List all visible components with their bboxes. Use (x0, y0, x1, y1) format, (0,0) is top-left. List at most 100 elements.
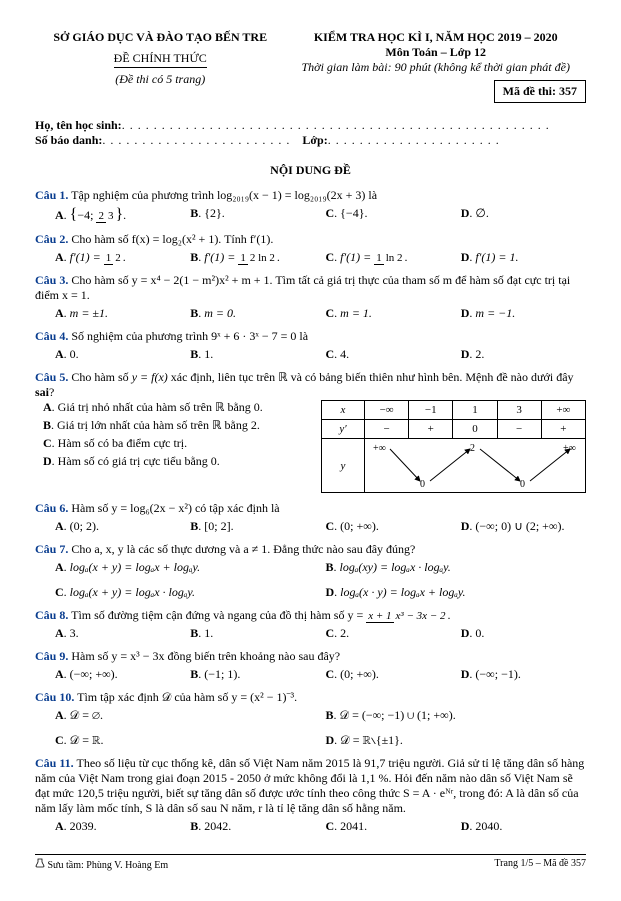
q2-text: Cho hàm số f(x) = log₂(x² + 1). Tính f′(… (71, 232, 273, 246)
q8-C: C. 2. (326, 626, 451, 641)
q7-D: D. logₐ(x · y) = logₐx + logₐy. (326, 585, 587, 600)
table-row-x: x −∞ −1 1 3 +∞ (322, 401, 586, 420)
q4-B: B. 1. (190, 347, 315, 362)
q6-text: Hàm số y = log₆(2x − x²) có tập xác định… (71, 501, 279, 515)
q7-A: A. logₐ(x + y) = logₐx + logₐy. (55, 560, 316, 575)
q4-D: D. 2. (461, 347, 586, 362)
q1-label: Câu 1. (35, 188, 68, 202)
question-11: Câu 11. Theo số liệu từ cục thống kê, dâ… (35, 756, 586, 834)
student-id-line: Số báo danh:. . . . . . . . . . . . . . … (35, 133, 586, 148)
q3-text: Cho hàm số y = x⁴ − 2(1 − m²)x² + m + 1.… (35, 273, 570, 302)
official-label: ĐỀ CHÍNH THỨC (35, 51, 285, 68)
department-name: SỞ GIÁO DỤC VÀ ĐÀO TẠO BẾN TRE (35, 30, 285, 45)
q11-A: A. 2039. (55, 819, 180, 834)
q10-A: A. 𝒟 = ∅. (55, 708, 316, 723)
svg-text:0: 0 (520, 479, 525, 490)
q5-B: B. Giá trị lớn nhất của hàm số trên ℝ bằ… (55, 418, 306, 433)
question-10: Câu 10. Tìm tập xác định 𝒟 của hàm số y … (35, 690, 586, 748)
q8-D: D. 0. (461, 626, 586, 641)
q7-B: B. logₐ(xy) = logₐx · logₐy. (326, 560, 587, 575)
table-row-yprime: y′ − + 0 − + (322, 420, 586, 439)
q8-text: Tìm số đường tiệm cận đứng và ngang của … (71, 608, 450, 622)
q9-label: Câu 9. (35, 649, 68, 663)
q2-A: A. f′(1) = 12. (55, 250, 180, 265)
q1-D: D. ∅. (461, 206, 586, 224)
q11-D: D. 2040. (461, 819, 586, 834)
q8-A: A. 3. (55, 626, 180, 641)
q2-D: D. f′(1) = 1. (461, 250, 586, 265)
q10-text: Tìm tập xác định 𝒟 của hàm số y = (x² − … (77, 690, 297, 704)
variation-table: x −∞ −1 1 3 +∞ y′ − + 0 − + y +∞ (321, 400, 586, 493)
q8-label: Câu 8. (35, 608, 68, 622)
q5-D: D. Hàm số có giá trị cực tiểu bằng 0. (55, 454, 306, 469)
svg-text:0: 0 (420, 479, 425, 490)
q1-C: C. {−4}. (326, 206, 451, 224)
q3-B: B. m = 0. (190, 306, 315, 321)
q11-B: B. 2042. (190, 819, 315, 834)
beaker-icon (35, 860, 48, 871)
q4-options: A. 0. B. 1. C. 4. D. 2. (55, 347, 586, 362)
q2-B: B. f′(1) = 12 ln 2. (190, 250, 315, 265)
q6-D: D. (−∞; 0) ∪ (2; +∞). (461, 519, 586, 534)
q5-A: A. Giá trị nhỏ nhất của hàm số trên ℝ bằ… (55, 400, 306, 415)
q10-label: Câu 10. (35, 690, 74, 704)
q4-A: A. 0. (55, 347, 180, 362)
q10-C: C. 𝒟 = ℝ. (55, 733, 316, 748)
exam-duration: Thời gian làm bài: 90 phút (không kể thờ… (285, 60, 586, 75)
q7-C: C. logₐ(x + y) = logₐx · logₐy. (55, 585, 316, 600)
q1-text: Tập nghiệm của phương trình log₂₀₁₉(x − … (71, 188, 377, 202)
q10-options: A. 𝒟 = ∅. B. 𝒟 = (−∞; −1) ∪ (1; +∞). C. … (55, 708, 586, 748)
q1-options: A. {−4; 23}. B. {2}. C. {−4}. D. ∅. (55, 206, 586, 224)
footer-page: Trang 1/5 – Mã đề 357 (494, 858, 586, 871)
question-7: Câu 7. Cho a, x, y là các số thực dương … (35, 542, 586, 600)
question-2: Câu 2. Cho hàm số f(x) = log₂(x² + 1). T… (35, 232, 586, 265)
pages-note: (Đề thi có 5 trang) (35, 72, 285, 87)
question-1: Câu 1. Tập nghiệm của phương trình log₂₀… (35, 188, 586, 224)
content-title: NỘI DUNG ĐỀ (35, 163, 586, 178)
q3-label: Câu 3. (35, 273, 68, 287)
q3-D: D. m = −1. (461, 306, 586, 321)
exam-title: KIỂM TRA HỌC KÌ I, NĂM HỌC 2019 – 2020 (285, 30, 586, 45)
q11-text: Theo số liệu từ cục thống kê, dân số Việ… (35, 756, 584, 815)
table-row-y: y +∞ 0 2 0 +∞ (322, 439, 586, 493)
q9-options: A. (−∞; +∞). B. (−1; 1). C. (0; +∞). D. … (55, 667, 586, 682)
q7-text: Cho a, x, y là các số thực dương và a ≠ … (71, 542, 415, 556)
q4-C: C. 4. (326, 347, 451, 362)
q6-A: A. (0; 2). (55, 519, 180, 534)
q7-label: Câu 7. (35, 542, 68, 556)
question-9: Câu 9. Hàm số y = x³ − 3x đồng biến trên… (35, 649, 586, 682)
q2-options: A. f′(1) = 12. B. f′(1) = 12 ln 2. C. f′… (55, 250, 586, 265)
exam-subject: Môn Toán – Lớp 12 (285, 45, 586, 60)
q9-A: A. (−∞; +∞). (55, 667, 180, 682)
q5-body: A. Giá trị nhỏ nhất của hàm số trên ℝ bằ… (35, 400, 586, 493)
q5-options: A. Giá trị nhỏ nhất của hàm số trên ℝ bằ… (35, 400, 306, 472)
q2-C: C. f′(1) = 1ln 2. (326, 250, 451, 265)
svg-text:+∞: +∞ (563, 443, 576, 454)
q6-C: C. (0; +∞). (326, 519, 451, 534)
page-footer: Sưu tầm: Phùng V. Hoàng Em Trang 1/5 – M… (35, 854, 586, 871)
q11-options: A. 2039. B. 2042. C. 2041. D. 2040. (55, 819, 586, 834)
q1-B: B. {2}. (190, 206, 315, 224)
header-right: KIỂM TRA HỌC KÌ I, NĂM HỌC 2019 – 2020 M… (285, 30, 586, 103)
q6-options: A. (0; 2). B. [0; 2]. C. (0; +∞). D. (−∞… (55, 519, 586, 534)
q3-A: A. m = ±1. (55, 306, 180, 321)
svg-text:2: 2 (470, 443, 475, 454)
student-name-line: Họ, tên học sinh:. . . . . . . . . . . .… (35, 118, 586, 133)
q5-text: Cho hàm số y = f(x) xác định, liên tục t… (35, 370, 574, 399)
header-left: SỞ GIÁO DỤC VÀ ĐÀO TẠO BẾN TRE ĐỀ CHÍNH … (35, 30, 285, 103)
student-info: Họ, tên học sinh:. . . . . . . . . . . .… (35, 118, 586, 148)
q5-C: C. Hàm số có ba điểm cực trị. (55, 436, 306, 451)
q1-A: A. {−4; 23}. (55, 206, 180, 224)
question-6: Câu 6. Hàm số y = log₆(2x − x²) có tập x… (35, 501, 586, 534)
question-4: Câu 4. Số nghiệm của phương trình 9ˣ + 6… (35, 329, 586, 362)
q10-D: D. 𝒟 = ℝ∖{±1}. (326, 733, 587, 748)
q9-text: Hàm số y = x³ − 3x đồng biến trên khoảng… (71, 649, 340, 663)
q8-options: A. 3. B. 1. C. 2. D. 0. (55, 626, 586, 641)
q9-C: C. (0; +∞). (326, 667, 451, 682)
footer-credit: Sưu tầm: Phùng V. Hoàng Em (35, 858, 168, 871)
exam-code: Mã đề thi: 357 (494, 80, 586, 103)
question-3: Câu 3. Cho hàm số y = x⁴ − 2(1 − m²)x² +… (35, 273, 586, 321)
q7-options: A. logₐ(x + y) = logₐx + logₐy. B. logₐ(… (55, 560, 586, 600)
q2-label: Câu 2. (35, 232, 68, 246)
variation-arrows: +∞ 0 2 0 +∞ (365, 439, 585, 489)
